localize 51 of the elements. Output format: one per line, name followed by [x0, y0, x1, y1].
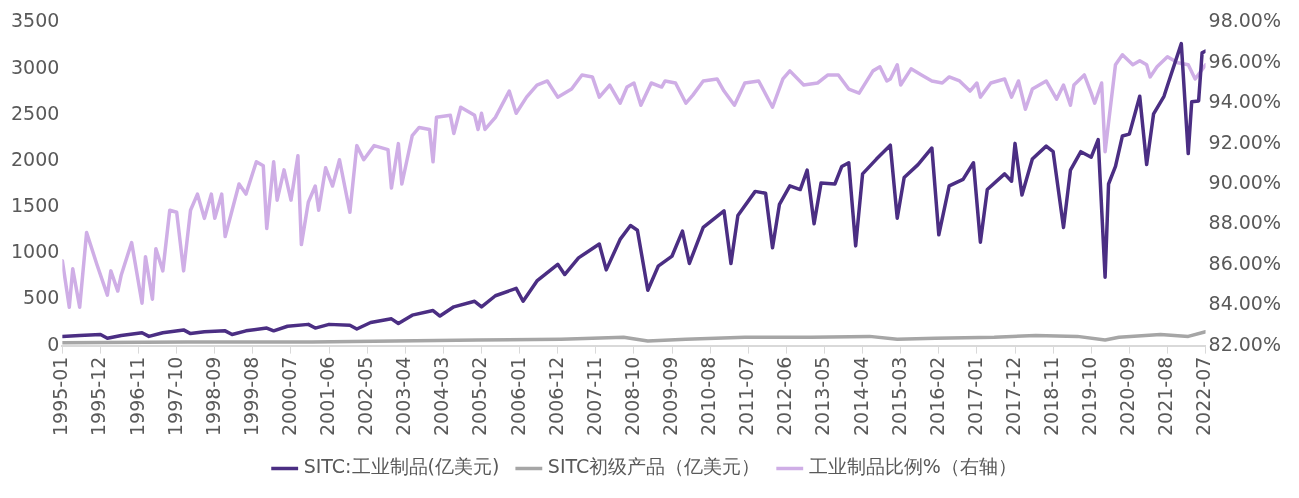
x-tick-label: 2020-09 — [1116, 356, 1139, 436]
x-tick-label: 2003-04 — [392, 356, 415, 436]
x-tick-label: 1996-11 — [125, 356, 148, 436]
x-tick-label: 2006-12 — [544, 356, 567, 436]
y-tick-label: 500 — [23, 286, 60, 309]
x-tick-label: 1999-08 — [239, 356, 262, 436]
y-tick-label: 1000 — [10, 240, 60, 263]
y-tick-label: 3500 — [10, 9, 60, 32]
y-tick-label: 0 — [47, 332, 60, 355]
x-tick-label: 2012-06 — [773, 356, 796, 436]
y-tick-label: 2500 — [10, 101, 60, 124]
x-tick-label: 2022-07 — [1192, 356, 1215, 436]
y2-tick-label: 90.00% — [1208, 170, 1282, 193]
x-tick-label: 1997-10 — [163, 356, 186, 436]
legend-label: SITC初级产品（亿美元） — [547, 455, 761, 478]
y-tick-label: 2000 — [10, 147, 60, 170]
x-tick-label: 2021-08 — [1154, 356, 1177, 436]
x-tick-label: 2000-07 — [277, 356, 300, 436]
x-tick-label: 2008-10 — [620, 356, 643, 436]
x-tick-label: 2019-10 — [1078, 356, 1101, 436]
x-tick-label: 2009-09 — [659, 356, 681, 436]
x-tick-label: 1995-01 — [49, 356, 72, 436]
x-tick-label: 2005-02 — [468, 356, 491, 436]
y2-tick-label: 84.00% — [1208, 292, 1282, 315]
x-tick-label: 2002-05 — [354, 356, 377, 436]
x-tick-label: 2011-07 — [735, 356, 758, 436]
legend-label: SITC:工业制品(亿美元) — [303, 455, 500, 478]
y2-tick-label: 94.00% — [1208, 90, 1282, 113]
x-tick-label: 1998-09 — [201, 356, 224, 436]
y-tick-label: 1500 — [10, 194, 60, 217]
y2-tick-label: 82.00% — [1208, 332, 1282, 355]
x-tick-label: 2018-11 — [1040, 356, 1063, 436]
y2-tick-label: 92.00% — [1208, 130, 1282, 153]
x-tick-label: 2006-01 — [506, 356, 529, 436]
x-tick-label: 2004-03 — [430, 356, 453, 436]
y2-tick-label: 98.00% — [1208, 9, 1282, 32]
x-tick-label: 2016-02 — [925, 356, 948, 436]
x-tick-label: 2013-05 — [811, 356, 834, 436]
x-tick-label: 2015-03 — [887, 356, 910, 436]
x-tick-label: 2007-11 — [582, 356, 605, 436]
x-tick-label: 2014-04 — [849, 356, 872, 436]
y2-tick-label: 88.00% — [1208, 211, 1282, 234]
x-tick-label: 2001-06 — [316, 356, 339, 436]
y2-tick-label: 96.00% — [1208, 49, 1282, 72]
legend-label: 工业制品比例%（右轴） — [808, 455, 1017, 478]
y-tick-label: 3000 — [10, 55, 60, 78]
x-tick-label: 2010-08 — [697, 356, 720, 436]
x-tick-label: 2017-12 — [1001, 356, 1024, 436]
x-tick-label: 2017-01 — [963, 356, 986, 436]
y2-tick-label: 86.00% — [1208, 251, 1282, 274]
x-tick-label: 1995-12 — [87, 356, 110, 436]
